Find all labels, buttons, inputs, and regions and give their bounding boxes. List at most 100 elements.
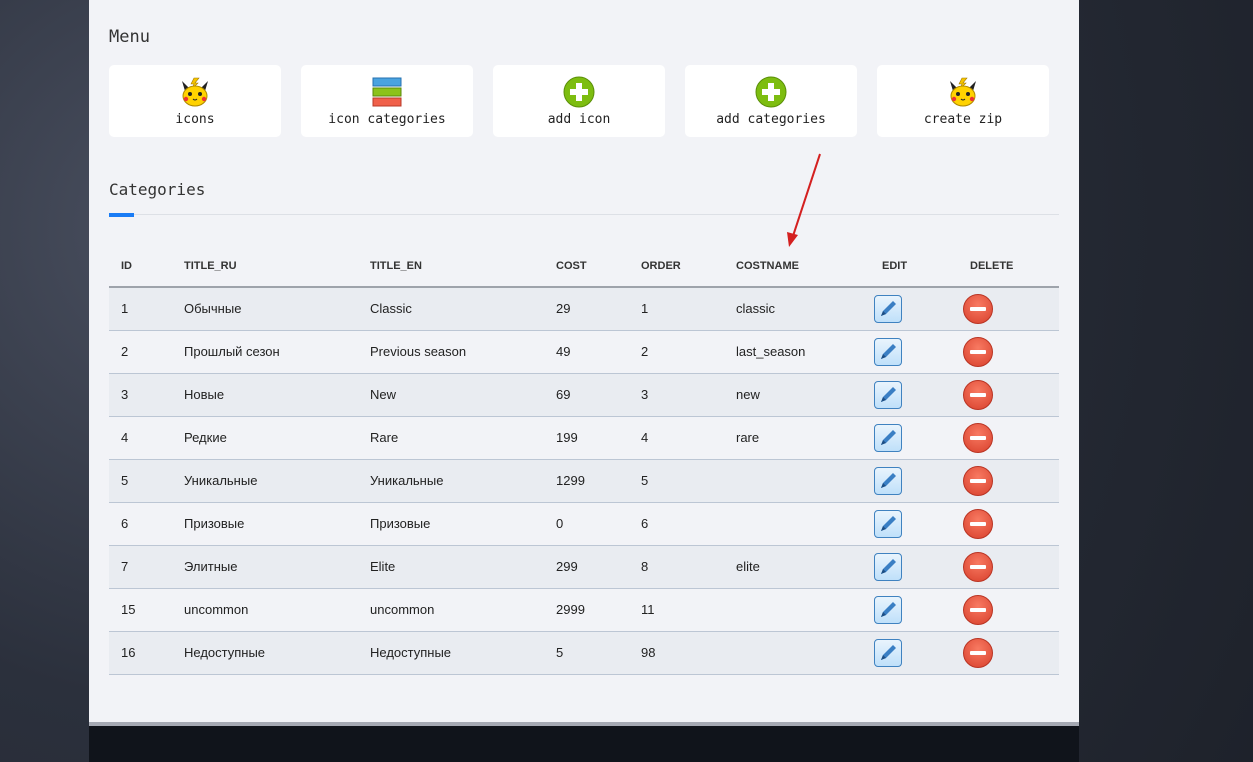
edit-button[interactable] (874, 509, 902, 538)
cell: 29 (544, 287, 629, 331)
edit-button[interactable] (874, 552, 902, 581)
table-row: 4 Редкие Rare 199 4 rare (109, 416, 1059, 460)
cell (724, 588, 870, 632)
cell: 299 (544, 545, 629, 589)
minus-icon (970, 607, 986, 612)
cell: classic (724, 287, 870, 331)
menu-title: Menu (109, 27, 150, 47)
cell (724, 631, 870, 675)
minus-icon (970, 650, 986, 655)
cell: Прошлый сезон (172, 330, 358, 374)
green-plus-icon (685, 76, 857, 108)
categories-title: Categories (109, 180, 206, 199)
cell: 6 (629, 502, 724, 546)
cell: 98 (629, 631, 724, 675)
cell: 5 (544, 631, 629, 675)
cell: 49 (544, 330, 629, 374)
categories-table: ID TITLE_RU TITLE_EN COST ORDER COSTNAME EDIT D… (109, 245, 1059, 675)
pencil-icon (881, 601, 896, 617)
edit-button[interactable] (874, 423, 902, 452)
delete-button[interactable] (963, 508, 993, 539)
minus-icon (970, 564, 986, 569)
cell: 2 (629, 330, 724, 374)
column-header: EDIT (870, 245, 958, 288)
menu-card-label: add icon (547, 112, 611, 127)
pencil-icon (881, 515, 896, 531)
edit-button[interactable] (874, 466, 902, 495)
table-row: 6 Призовые Призовые 0 6 (109, 502, 1059, 546)
edit-button[interactable] (874, 294, 902, 323)
column-header: COST (544, 245, 629, 288)
delete-button[interactable] (963, 594, 993, 625)
menu-card-add-categories[interactable]: add categories (685, 65, 857, 137)
cell: new (724, 373, 870, 417)
cell: 4 (629, 416, 724, 460)
pencil-icon (881, 472, 896, 488)
pencil-icon (881, 644, 896, 660)
cell: Недоступные (172, 631, 358, 675)
title-underline (109, 213, 134, 217)
cell (724, 502, 870, 546)
cell: Обычные (172, 287, 358, 331)
cell: Previous season (358, 330, 544, 374)
menu-card-create-zip[interactable]: create zip (877, 65, 1049, 137)
cell: 0 (544, 502, 629, 546)
menu-card-label: add categories (716, 112, 826, 127)
cell: 15 (109, 588, 172, 632)
delete-button[interactable] (963, 551, 993, 582)
cell: Редкие (172, 416, 358, 460)
minus-icon (970, 435, 986, 440)
edit-button[interactable] (874, 337, 902, 366)
column-header: DELETE (958, 245, 1059, 288)
cell: Rare (358, 416, 544, 460)
cell: 69 (544, 373, 629, 417)
delete-button[interactable] (963, 422, 993, 453)
cell: 1 (109, 287, 172, 331)
cell: Elite (358, 545, 544, 589)
cell: last_season (724, 330, 870, 374)
cell: 3 (109, 373, 172, 417)
menu-card-add-icon[interactable]: add icon (493, 65, 665, 137)
minus-icon (970, 306, 986, 311)
cell: 1299 (544, 459, 629, 503)
cell: 8 (629, 545, 724, 589)
pikachu-icon (877, 76, 1049, 108)
cell: Призовые (172, 502, 358, 546)
cell (724, 459, 870, 503)
delete-button[interactable] (963, 379, 993, 410)
green-plus-icon (493, 76, 665, 108)
minus-icon (970, 521, 986, 526)
table-row: 5 Уникальные Уникальные 1299 5 (109, 459, 1059, 503)
table-row: 16 Недоступные Недоступные 5 98 (109, 631, 1059, 675)
cell: Новые (172, 373, 358, 417)
pencil-icon (881, 343, 896, 359)
cell: 16 (109, 631, 172, 675)
pencil-icon (881, 429, 896, 445)
menu-card-icon-categories[interactable]: icon categories (301, 65, 473, 137)
minus-icon (970, 349, 986, 354)
table-row: 7 Элитные Elite 299 8 elite (109, 545, 1059, 589)
cell: Недоступные (358, 631, 544, 675)
edit-button[interactable] (874, 638, 902, 667)
cell: 5 (109, 459, 172, 503)
delete-button[interactable] (963, 465, 993, 496)
minus-icon (970, 478, 986, 483)
cell: rare (724, 416, 870, 460)
table-row: 15 uncommon uncommon 2999 11 (109, 588, 1059, 632)
menu-card-icons[interactable]: icons (109, 65, 281, 137)
column-header: ORDER (629, 245, 724, 288)
cell: 7 (109, 545, 172, 589)
delete-button[interactable] (963, 637, 993, 668)
footer (89, 726, 1079, 762)
delete-button[interactable] (963, 336, 993, 367)
cell: 5 (629, 459, 724, 503)
cell: elite (724, 545, 870, 589)
edit-button[interactable] (874, 595, 902, 624)
menu-card-label: icon categories (328, 112, 446, 127)
pencil-icon (881, 386, 896, 402)
table-row: 1 Обычные Classic 29 1 classic (109, 287, 1059, 331)
cell: uncommon (358, 588, 544, 632)
edit-button[interactable] (874, 380, 902, 409)
delete-button[interactable] (963, 293, 993, 324)
